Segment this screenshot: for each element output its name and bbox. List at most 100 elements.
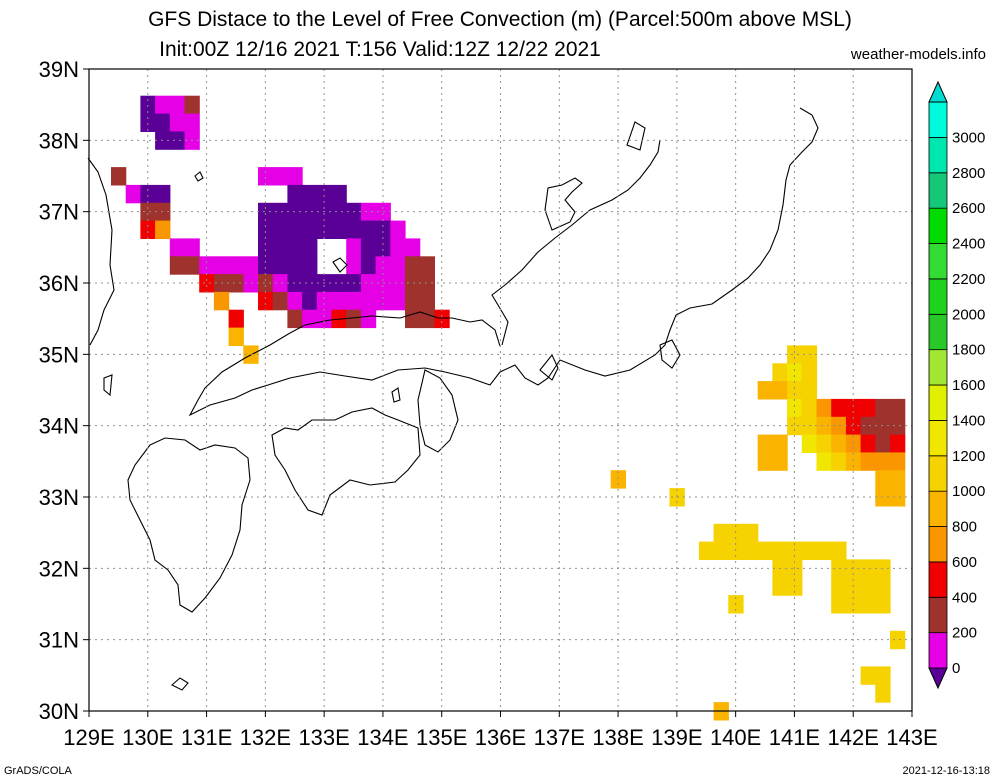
field-cell xyxy=(184,238,200,257)
field-cell xyxy=(302,238,318,257)
field-cell xyxy=(287,256,303,275)
izu-peninsula xyxy=(539,353,559,381)
field-cell xyxy=(860,398,876,418)
field-cell xyxy=(331,184,347,204)
field-cell xyxy=(258,256,274,275)
field-cell xyxy=(831,398,847,418)
colorbar-label: 1000 xyxy=(952,483,985,500)
lon-tick-label: 140E xyxy=(710,725,761,750)
field-cell xyxy=(316,184,333,204)
field-cell xyxy=(346,291,362,311)
boso-peninsula xyxy=(659,339,681,369)
field-cell xyxy=(258,238,274,257)
lon-tick-label: 136E xyxy=(475,725,526,750)
colorbar-segment xyxy=(928,136,948,174)
lon-tick-label: 139E xyxy=(651,725,702,750)
lon-tick-label: 130E xyxy=(122,725,173,750)
field-cell xyxy=(875,684,891,703)
colorbar-label: 0 xyxy=(952,660,960,677)
field-cell xyxy=(419,309,435,329)
field-cell xyxy=(258,291,274,311)
field-cell xyxy=(890,470,906,489)
colorbar-label: 200 xyxy=(952,625,977,642)
field-cell xyxy=(831,577,847,596)
field-cell xyxy=(272,238,288,257)
kyushu-coast xyxy=(127,437,251,613)
field-cell xyxy=(816,398,832,418)
field-cell xyxy=(757,381,773,400)
field-cell xyxy=(302,291,318,311)
gridlines xyxy=(89,69,912,711)
field-cell xyxy=(272,256,288,275)
field-cell xyxy=(875,577,891,596)
field-cell xyxy=(831,541,847,560)
lat-ticks: 30N 31N 32N 33N 34N 35N 36N 37N 38N 39N xyxy=(39,57,89,724)
colorbar-segment xyxy=(928,172,948,209)
field-cell xyxy=(757,541,773,560)
colorbar-segment xyxy=(928,349,948,386)
colorbar-label: 2800 xyxy=(952,165,985,182)
coastlines xyxy=(87,107,819,691)
colorbar-segment xyxy=(928,561,948,598)
field-cell xyxy=(272,202,288,222)
field-cell xyxy=(169,238,186,257)
field-cell xyxy=(816,416,832,436)
field-cell xyxy=(155,220,171,239)
field-cell xyxy=(287,220,303,239)
field-cell xyxy=(155,184,171,204)
field-cell xyxy=(213,256,230,275)
field-cell xyxy=(287,184,303,204)
field-cell xyxy=(787,381,803,400)
field-cell xyxy=(243,256,259,275)
field-cell xyxy=(419,274,435,293)
lat-tick-label: 38N xyxy=(39,128,79,153)
field-cell xyxy=(199,256,215,275)
field-cell xyxy=(860,434,876,453)
field-cell xyxy=(787,345,803,364)
colorbar-label: 2400 xyxy=(952,236,985,253)
field-cell xyxy=(419,256,435,275)
field-cell xyxy=(890,488,906,507)
field-cell xyxy=(890,630,906,650)
field-cell xyxy=(302,220,318,239)
colorbar-label: 3000 xyxy=(952,129,985,146)
yakushima-island xyxy=(171,677,189,691)
lon-tick-label: 138E xyxy=(592,725,643,750)
field-cell xyxy=(890,398,906,418)
field-cell xyxy=(390,274,406,293)
colorbar-label: 1400 xyxy=(952,412,985,429)
field-cell xyxy=(213,291,230,311)
field-cell xyxy=(140,113,156,132)
lon-tick-label: 129E xyxy=(63,725,114,750)
field-cell xyxy=(360,238,377,257)
field-cell xyxy=(801,434,818,453)
lat-tick-label: 35N xyxy=(39,342,79,367)
field-cell xyxy=(801,398,818,418)
kii-peninsula xyxy=(417,369,459,453)
field-cell xyxy=(346,309,362,329)
korea-coast xyxy=(87,157,115,346)
field-cell xyxy=(831,452,847,471)
field-cell xyxy=(787,363,803,382)
colorbar: 0 200 400 600 800 1000 1200 1400 1600 1800 2000 220… xyxy=(928,80,985,690)
sado-island xyxy=(626,121,646,151)
field-cell xyxy=(375,220,391,239)
field-cell xyxy=(360,291,377,311)
lat-tick-label: 34N xyxy=(39,414,79,439)
field-cell xyxy=(816,452,832,471)
field-cell xyxy=(845,398,862,418)
field-cell xyxy=(743,523,759,543)
field-cell xyxy=(845,434,862,453)
field-cell xyxy=(346,256,362,275)
noto-peninsula xyxy=(544,177,583,231)
colorbar-label: 1600 xyxy=(952,377,985,394)
field-cell xyxy=(375,256,391,275)
field-cell xyxy=(302,256,318,275)
lon-tick-label: 135E xyxy=(416,725,467,750)
field-cell xyxy=(816,434,832,453)
field-cell xyxy=(860,666,876,685)
colorbar-segment xyxy=(928,490,948,527)
lat-tick-label: 31N xyxy=(39,628,79,653)
field-cell xyxy=(419,291,435,311)
field-cell xyxy=(360,274,377,293)
